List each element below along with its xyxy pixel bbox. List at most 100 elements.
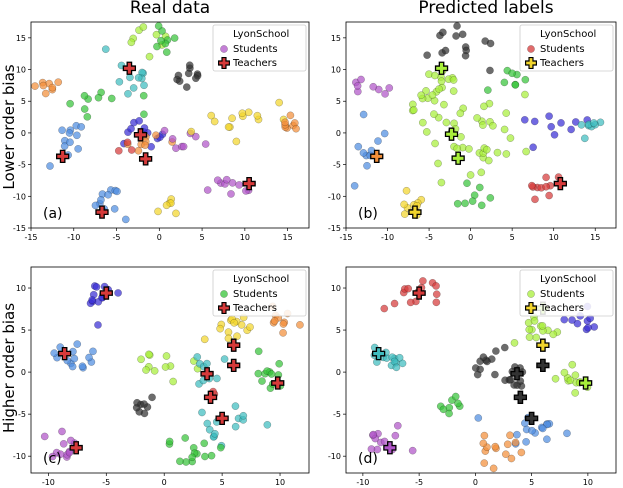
- student-point: [463, 179, 471, 188]
- student-point: [551, 374, 560, 383]
- student-point: [381, 90, 389, 98]
- student-point: [275, 98, 284, 107]
- student-point: [423, 51, 431, 60]
- student-point: [133, 398, 141, 407]
- student-point: [148, 393, 156, 402]
- student-point: [431, 139, 439, 148]
- student-point: [188, 453, 196, 462]
- student-point: [563, 429, 571, 438]
- student-point: [439, 28, 447, 37]
- student-point: [506, 375, 515, 384]
- teacher-points: [57, 286, 285, 455]
- student-point: [503, 440, 512, 449]
- student-point: [230, 318, 239, 327]
- student-point: [139, 91, 148, 100]
- x-tick-label: 10: [549, 233, 559, 242]
- student-point: [501, 450, 510, 459]
- x-tick-label: 10: [583, 478, 593, 487]
- student-point: [286, 111, 295, 120]
- legend-title: LyonSchool: [233, 29, 289, 40]
- student-point: [432, 290, 441, 299]
- student-point: [374, 137, 382, 145]
- legend-teachers: Teachers: [232, 58, 277, 69]
- x-tick-label: -10: [42, 478, 55, 487]
- student-point: [107, 94, 116, 103]
- student-point: [434, 159, 442, 168]
- teacher-point: [553, 176, 567, 191]
- student-point: [380, 129, 389, 138]
- student-point: [432, 282, 440, 290]
- student-point: [354, 142, 363, 151]
- x-tick-label: 15: [590, 233, 600, 242]
- y-tick-label: 0: [336, 129, 341, 138]
- student-point: [123, 138, 132, 147]
- student-point: [486, 66, 494, 75]
- teacher-point: [536, 338, 550, 352]
- student-point: [141, 141, 149, 150]
- teacher-point: [444, 127, 459, 141]
- student-point: [479, 353, 488, 362]
- student-point: [422, 128, 431, 136]
- student-point: [184, 69, 193, 78]
- legend-box: [212, 269, 307, 317]
- student-point: [493, 148, 502, 157]
- student-point: [203, 419, 212, 428]
- panel-d: -10 -5 0 5 10 -10 -5 0 5 10 (d) LyonSchool Students T…: [328, 266, 617, 487]
- teacher-point: [578, 376, 593, 390]
- student-point: [187, 127, 196, 136]
- student-point: [127, 38, 136, 47]
- teacher-point: [513, 390, 528, 404]
- student-point: [74, 145, 83, 153]
- teacher-point: [371, 346, 386, 361]
- student-point: [453, 144, 462, 153]
- x-tick-label: -15: [24, 233, 37, 242]
- y-tick-label: -5: [333, 410, 341, 419]
- student-point: [279, 320, 288, 328]
- student-point: [527, 181, 536, 190]
- student-point: [363, 161, 371, 170]
- student-point: [406, 298, 415, 307]
- y-tick-label: 15: [16, 34, 26, 43]
- student-point: [182, 83, 191, 91]
- legend-title: LyonSchool: [540, 274, 596, 285]
- student-point: [408, 446, 417, 455]
- legend-teacher-marker: [218, 57, 230, 69]
- student-point: [359, 149, 368, 157]
- y-tick-label: 10: [331, 284, 341, 293]
- student-point: [385, 84, 394, 92]
- student-point: [510, 339, 519, 347]
- student-point: [491, 442, 500, 451]
- student-point: [449, 76, 458, 84]
- legend-student-marker: [220, 45, 228, 53]
- student-point: [191, 132, 200, 141]
- student-point: [68, 362, 77, 371]
- student-point: [437, 178, 446, 187]
- teacher-point: [69, 441, 83, 455]
- student-point: [134, 146, 143, 155]
- student-point: [216, 324, 225, 333]
- student-point: [457, 133, 465, 141]
- x-tick-label: -5: [113, 233, 121, 242]
- student-point: [461, 199, 469, 208]
- student-point: [114, 289, 122, 297]
- y-tick-label: 15: [331, 34, 341, 43]
- student-point: [474, 414, 483, 422]
- student-point: [92, 283, 101, 291]
- student-point: [220, 355, 229, 363]
- student-point: [350, 181, 359, 190]
- student-point: [224, 123, 233, 131]
- student-point: [506, 431, 514, 440]
- student-point: [466, 171, 475, 179]
- student-point: [529, 143, 537, 152]
- row-title-higher: Higher order bias: [0, 303, 18, 433]
- student-point: [571, 371, 580, 380]
- panel-b: -15 -10 -5 0 5 10 15 -15 -10 -5 0 5 10 15 (b) LyonSchoo…: [328, 21, 617, 242]
- student-point: [210, 117, 219, 126]
- y-tick-label: -15: [328, 224, 341, 233]
- student-point: [486, 194, 495, 202]
- student-point: [80, 91, 89, 100]
- x-tick-label: -5: [415, 478, 423, 487]
- student-point: [263, 420, 272, 429]
- student-point: [162, 352, 171, 360]
- student-point: [452, 32, 460, 40]
